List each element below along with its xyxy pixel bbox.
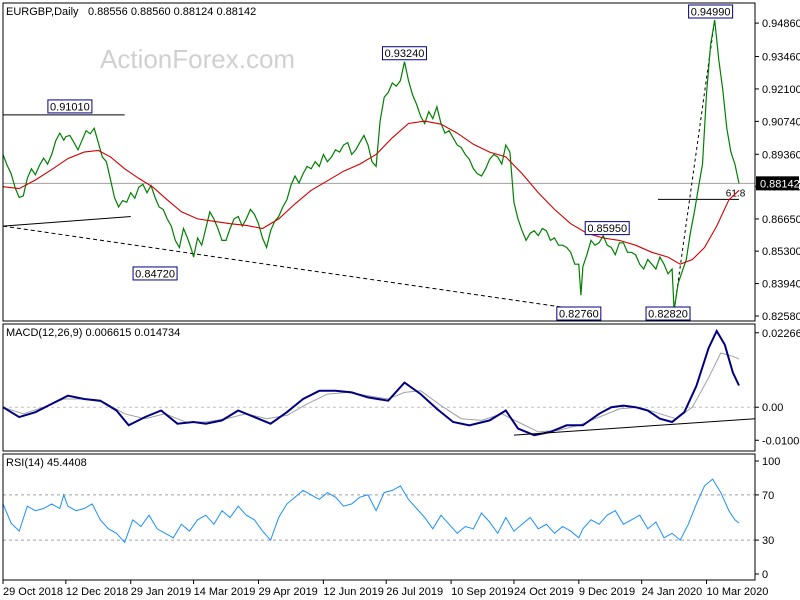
macd-tick-label: 0.00 [762,402,783,414]
watermark: ActionForex.com [100,44,295,74]
swing-label-5: 0.82820 [648,309,688,321]
macd-axis: 0.022662 0.00 -0.010052 [755,328,800,447]
swing-label-2: 0.93240 [385,48,425,60]
price-tick-label: 0.89360 [762,149,800,161]
price-tick-label: 0.92100 [762,84,800,96]
time-tick-label: 14 Mar 2019 [194,586,256,598]
swing-label-box-0 [47,99,93,114]
macd-tick-label: 0.022662 [762,328,800,340]
rsi-tick-label: 100 [762,456,780,468]
swing-label-4: 0.85950 [587,223,627,235]
price-axis: 0.948600.934600.921000.907400.893600.880… [755,18,800,323]
support-trendline-left [2,216,131,227]
price-panel-frame [2,2,756,322]
time-tick-label: 10 Sep 2019 [451,586,513,598]
price-tick-label: 0.93460 [762,51,800,63]
current-price-label: 0.88142 [760,178,800,190]
price-tick-label: 0.83940 [762,279,800,291]
swing-label-6: 0.94990 [691,7,731,19]
price-line [2,19,740,311]
macd-signal-line [2,352,740,433]
price-tick-label: 0.86650 [762,214,800,226]
time-tick-label: 12 Jun 2019 [323,586,384,598]
time-tick-label: 10 Mar 2020 [707,586,769,598]
macd-panel: MACD(12,26,9) 0.006615 0.014734 0.022662… [2,323,800,452]
swing-label-box-1 [132,266,178,281]
time-tick-label: 29 Jan 2019 [131,586,192,598]
price-tick-label: 0.90740 [762,116,800,128]
swing-label-1: 0.84720 [135,268,175,280]
price-plot: 61.80.910100.847200.932400.827600.859500… [2,4,755,321]
symbol-label: EURGBP,Daily [6,6,79,18]
time-tick-label: 12 Dec 2018 [66,586,128,598]
swing-label-3: 0.82760 [559,309,599,321]
support-trendline-dashed [2,225,579,311]
macd-plot [2,328,756,437]
rsi-line [2,478,740,544]
time-tick-label: 9 Dec 2019 [579,586,635,598]
time-tick-label: 29 Apr 2019 [258,586,317,598]
swing-label-box-6 [688,4,734,19]
macd-panel-frame [2,323,756,452]
rsi-plot [2,478,755,544]
price-tick-label: 0.94860 [762,18,800,30]
macd-trendline [513,418,756,436]
price-tick-label: 0.82580 [762,311,800,323]
time-tick-label: 26 Jul 2019 [386,586,443,598]
current-price-box [756,176,799,191]
rsi-axis: 100 70 30 0 [755,456,780,581]
swing-label-box-2 [381,46,427,61]
swing-label-box-5 [645,306,691,321]
rsi-tick-label: 70 [762,490,774,502]
rsi-label: RSI(14) 45.4408 [6,457,87,469]
rsi-tick-label: 30 [762,535,774,547]
rsi-panel-frame [2,453,756,581]
swing-label-0: 0.91010 [50,101,90,113]
time-tick-label: 24 Oct 2019 [514,586,574,598]
macd-line [2,328,740,437]
rsi-tick-label: 0 [762,569,768,581]
swing-label-box-3 [556,306,602,321]
macd-label: MACD(12,26,9) 0.006615 0.014734 [6,327,180,339]
time-tick-label: 24 Jan 2020 [642,586,703,598]
macd-tick-label: -0.010052 [762,435,800,447]
time-tick-label: 29 Oct 2018 [3,586,63,598]
ohlc-label: 0.88556 0.88560 0.88124 0.88142 [88,6,256,18]
time-axis: 29 Oct 2018 12 Dec 2018 29 Jan 2019 14 Mar … [2,580,769,598]
fibonacci-swing-line [673,19,716,311]
price-panel: ActionForex.com 61.80.910100.847200.9324… [2,2,800,323]
ema-line [2,120,740,265]
swing-label-box-4 [584,221,630,236]
rsi-panel: RSI(14) 45.4408 100 70 30 0 [2,453,780,581]
price-tick-label: 0.85300 [762,246,800,258]
